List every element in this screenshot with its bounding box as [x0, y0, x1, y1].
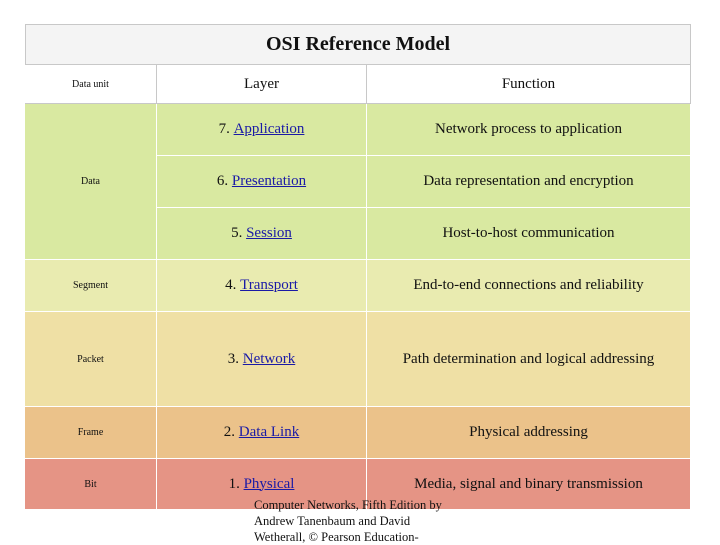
source-caption: Computer Networks, Fifth Edition by Andr…: [254, 497, 514, 545]
layer-1-function: Media, signal and binary transmission: [367, 459, 691, 510]
layer-5-function: Host-to-host communication: [367, 208, 691, 260]
layer-2-cell: 2. Data Link: [157, 407, 367, 459]
layer-link-transport[interactable]: Transport: [240, 277, 298, 293]
layer-6-function: Data representation and encryption: [367, 156, 691, 208]
data-unit-packet: Packet: [25, 312, 157, 407]
layer-5-cell: 5. Session: [157, 208, 367, 260]
layer-number: 6.: [216, 173, 229, 189]
layer-6-cell: 6. Presentation: [157, 156, 367, 208]
data-unit-bit: Bit: [25, 459, 157, 510]
layer-7-cell: 7. Application: [157, 104, 367, 156]
caption-line-1: Computer Networks, Fifth Edition by: [254, 498, 442, 512]
layer-7-function: Network process to application: [367, 104, 691, 156]
data-unit-segment: Segment: [25, 260, 157, 312]
layer-link-session[interactable]: Session: [246, 225, 292, 241]
layer-link-presentation[interactable]: Presentation: [231, 173, 307, 189]
layer-1-cell: 1. Physical: [157, 459, 367, 510]
layer-link-physical[interactable]: Physical: [243, 475, 295, 492]
layer-4-function: End-to-end connections and reliability: [367, 260, 691, 312]
layer-number: 1.: [228, 475, 240, 492]
layer-number: 7.: [218, 121, 230, 137]
header-data-unit: Data unit: [25, 65, 157, 104]
layer-3-function: Path determination and logical addressin…: [367, 312, 691, 407]
layer-number: 2.: [223, 424, 236, 440]
layer-number: 5.: [231, 225, 243, 241]
layer-number: 3.: [227, 350, 239, 367]
layer-4-cell: 4. Transport: [157, 260, 367, 312]
layer-number: 4.: [225, 277, 237, 293]
data-unit-frame: Frame: [25, 407, 157, 459]
layer-link-network[interactable]: Network: [242, 350, 296, 367]
caption-line-3: Wetherall, © Pearson Education-: [254, 530, 419, 544]
header-function: Function: [367, 65, 691, 104]
slide-title: OSI Reference Model: [25, 24, 691, 65]
layer-3-cell: 3. Network: [157, 312, 367, 407]
layer-2-function: Physical addressing: [367, 407, 691, 459]
caption-line-2: Andrew Tanenbaum and David: [254, 514, 411, 528]
layer-link-application[interactable]: Application: [233, 121, 305, 137]
data-unit-data: Data: [25, 104, 157, 260]
osi-table: Data unit Layer Function Data Segment Pa…: [25, 65, 691, 510]
layer-link-data-link[interactable]: Data Link: [238, 424, 300, 440]
header-layer: Layer: [157, 65, 367, 104]
